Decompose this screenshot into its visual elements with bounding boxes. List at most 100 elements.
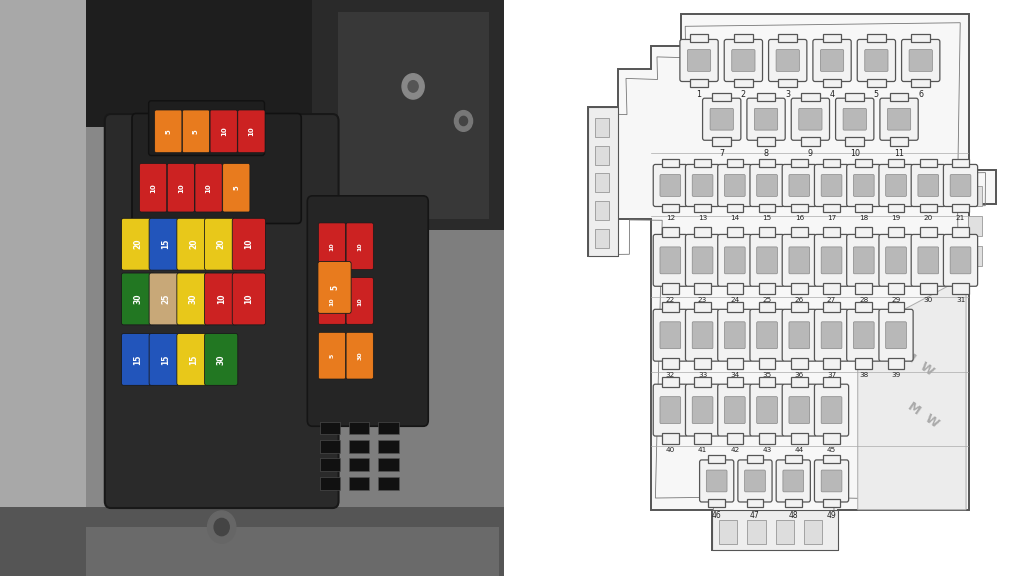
Text: 42: 42 (730, 447, 739, 453)
Bar (595, 229, 609, 248)
Bar (823, 159, 840, 167)
Bar (823, 302, 840, 312)
Bar (712, 510, 838, 550)
FancyBboxPatch shape (232, 273, 265, 325)
FancyBboxPatch shape (783, 470, 804, 492)
FancyBboxPatch shape (724, 322, 745, 348)
FancyBboxPatch shape (909, 50, 932, 71)
Bar (775, 520, 794, 544)
FancyBboxPatch shape (205, 218, 238, 270)
Bar (338, 12, 488, 219)
Bar (968, 216, 982, 236)
Text: 47: 47 (751, 511, 760, 520)
Bar (663, 159, 679, 167)
FancyBboxPatch shape (821, 470, 842, 492)
Bar (689, 34, 709, 43)
Text: 12: 12 (666, 215, 675, 221)
FancyBboxPatch shape (788, 247, 810, 274)
FancyBboxPatch shape (318, 278, 346, 324)
FancyBboxPatch shape (814, 164, 849, 207)
Bar (595, 118, 609, 137)
Bar (791, 302, 808, 312)
Text: 3: 3 (785, 90, 791, 99)
Text: 10: 10 (357, 242, 362, 251)
Bar (378, 440, 398, 453)
Bar (378, 477, 398, 490)
Bar (845, 138, 864, 146)
Bar (759, 227, 775, 237)
Bar (663, 283, 679, 294)
FancyBboxPatch shape (879, 309, 913, 361)
Bar (709, 499, 725, 507)
Bar (791, 283, 808, 294)
FancyBboxPatch shape (148, 101, 264, 156)
FancyBboxPatch shape (836, 98, 873, 140)
Bar (952, 159, 969, 167)
Bar (968, 186, 982, 206)
Bar (823, 499, 840, 507)
FancyBboxPatch shape (724, 247, 745, 274)
FancyBboxPatch shape (853, 247, 874, 274)
Text: 41: 41 (698, 447, 708, 453)
Circle shape (214, 518, 229, 536)
Text: 25: 25 (763, 297, 772, 303)
FancyBboxPatch shape (318, 223, 346, 270)
Text: 16: 16 (795, 215, 804, 221)
FancyBboxPatch shape (122, 218, 155, 270)
Bar (689, 79, 709, 87)
FancyBboxPatch shape (880, 98, 919, 140)
Bar (748, 520, 766, 544)
FancyBboxPatch shape (702, 98, 740, 140)
Bar (822, 34, 842, 43)
FancyBboxPatch shape (155, 110, 182, 153)
Bar (694, 204, 711, 212)
Bar (867, 79, 886, 87)
FancyBboxPatch shape (757, 397, 777, 423)
FancyBboxPatch shape (788, 397, 810, 423)
Text: 10: 10 (850, 149, 860, 158)
Bar (319, 440, 340, 453)
Bar (0, 0, 86, 576)
FancyBboxPatch shape (750, 234, 784, 286)
FancyBboxPatch shape (122, 334, 155, 385)
Bar (726, 302, 743, 312)
Bar (759, 433, 775, 444)
Text: 11: 11 (894, 149, 904, 158)
Bar (757, 93, 775, 101)
Bar (804, 520, 822, 544)
Bar (663, 227, 679, 237)
FancyBboxPatch shape (692, 322, 713, 348)
Text: 29: 29 (892, 297, 901, 303)
Bar (890, 93, 908, 101)
FancyBboxPatch shape (821, 175, 842, 196)
FancyBboxPatch shape (685, 384, 720, 436)
FancyBboxPatch shape (782, 164, 816, 207)
FancyBboxPatch shape (776, 50, 800, 71)
Bar (719, 520, 737, 544)
FancyBboxPatch shape (943, 164, 978, 207)
Bar (713, 138, 731, 146)
Bar (888, 227, 904, 237)
Bar (823, 433, 840, 444)
FancyBboxPatch shape (660, 175, 681, 196)
Bar (595, 201, 609, 220)
FancyBboxPatch shape (732, 50, 755, 71)
Bar (663, 204, 679, 212)
Bar (694, 358, 711, 369)
Text: 14: 14 (730, 215, 739, 221)
Text: 10: 10 (221, 127, 226, 136)
Bar (726, 433, 743, 444)
Bar (349, 477, 370, 490)
Bar (588, 107, 618, 256)
Bar (595, 146, 609, 165)
Bar (726, 358, 743, 369)
Text: 10: 10 (151, 183, 156, 192)
Bar (778, 34, 797, 43)
Bar (726, 227, 743, 237)
Text: 35: 35 (763, 372, 772, 378)
Bar (734, 79, 753, 87)
FancyBboxPatch shape (687, 50, 711, 71)
FancyBboxPatch shape (660, 247, 681, 274)
Polygon shape (588, 14, 996, 550)
FancyBboxPatch shape (857, 40, 896, 81)
